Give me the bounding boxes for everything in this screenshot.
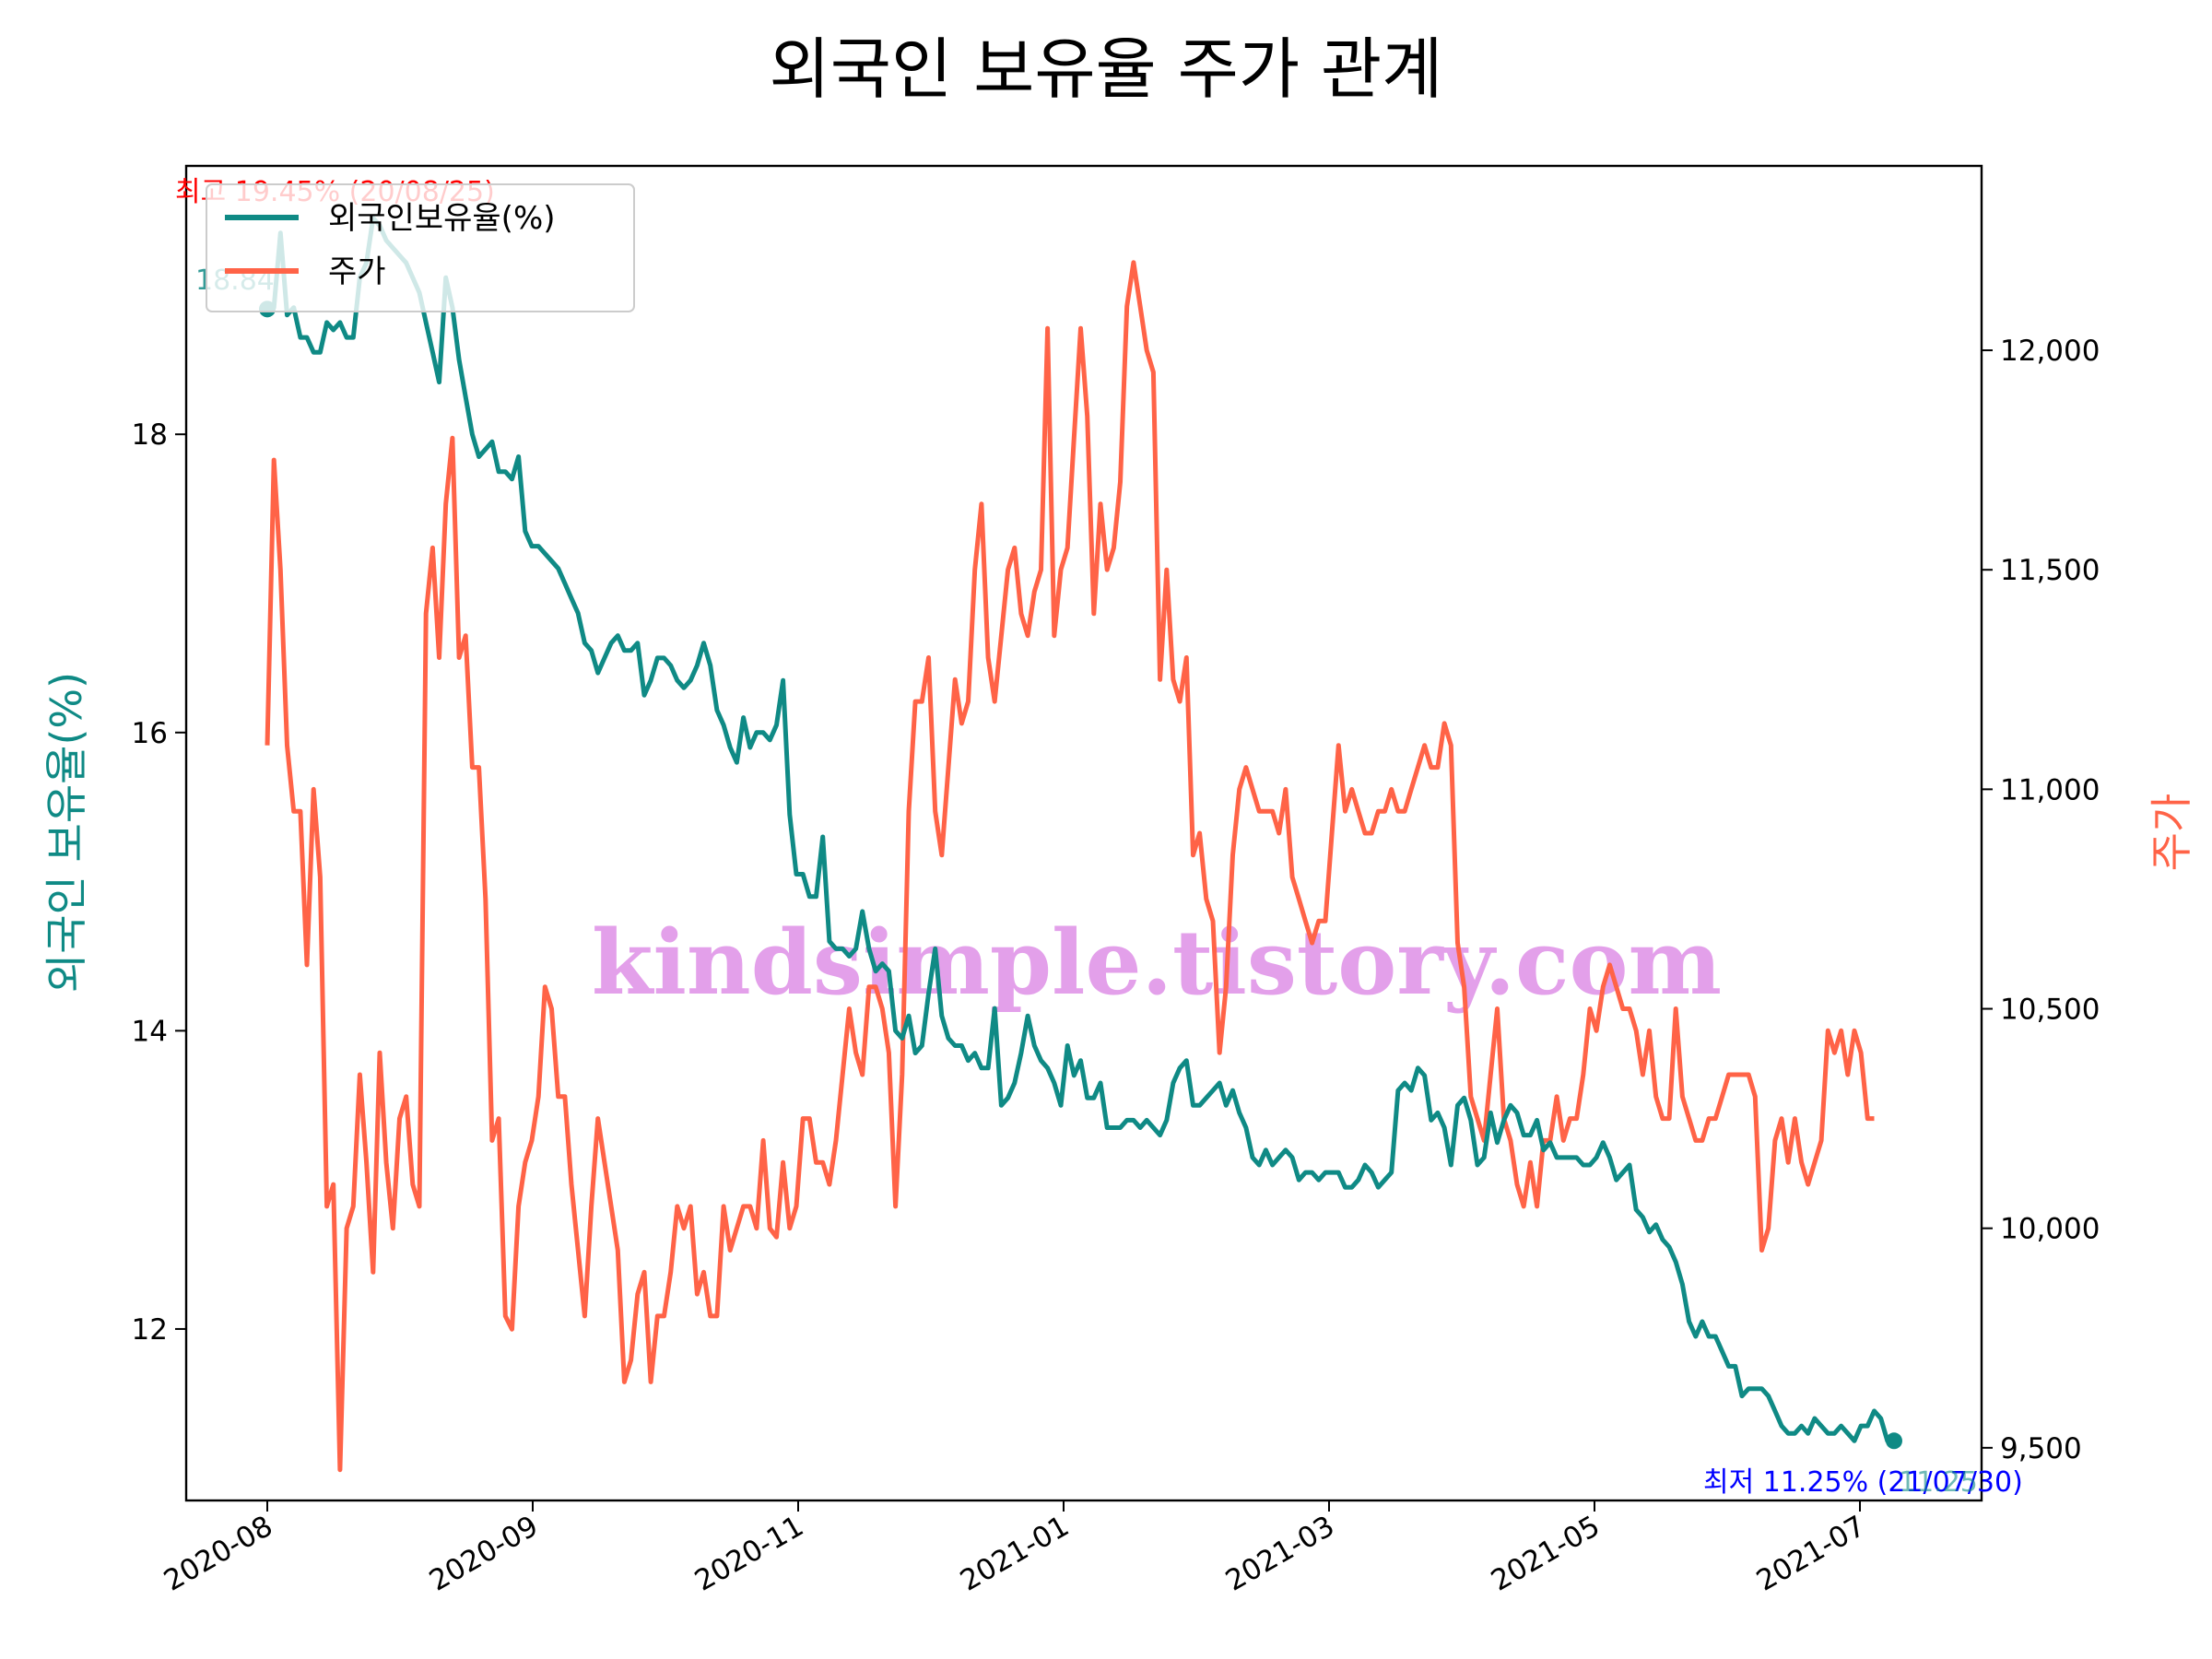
chart-title: 외국인 보유율 주가 관계 xyxy=(769,30,1442,108)
end-point-marker xyxy=(1886,1432,1902,1450)
series-line-price xyxy=(265,260,1875,1473)
y-left-tick-label: 18 xyxy=(132,418,168,452)
y-right-tick-label: 10,000 xyxy=(2000,1213,2100,1246)
y-axis-right-label: 주가 xyxy=(2147,794,2196,872)
y-right-tick-label: 9,500 xyxy=(2000,1432,2082,1465)
legend: 외국인보유율(%) 주가 xyxy=(206,183,635,312)
end-value-annotation: 11.25 xyxy=(1899,1466,1978,1499)
legend-label-foreign: 외국인보유율(%) xyxy=(328,200,556,237)
x-tick-label: 2021-07 xyxy=(1751,1510,1871,1598)
x-tick-label: 2020-09 xyxy=(424,1510,544,1598)
x-tick-label: 2021-05 xyxy=(1486,1510,1606,1598)
x-tick-label: 2020-11 xyxy=(689,1510,809,1598)
series-line-foreign xyxy=(266,216,1894,1443)
min-annotation: 최저 11.25% (21/07/30) xyxy=(1703,1466,2023,1499)
x-tick-label: 2020-08 xyxy=(159,1510,278,1598)
x-tick-label: 2021-03 xyxy=(1220,1510,1340,1598)
x-tick-label: 2021-01 xyxy=(955,1510,1075,1598)
plot-area-frame xyxy=(184,164,1983,1502)
y-right-tick-label: 11,500 xyxy=(2000,554,2100,587)
y-left-tick-label: 12 xyxy=(132,1313,168,1347)
y-right-tick-label: 11,000 xyxy=(2000,773,2100,806)
y-right-tick-label: 10,500 xyxy=(2000,994,2100,1027)
y-left-tick-label: 16 xyxy=(132,717,168,750)
y-axis-left-label: 외국인 보유율(%) xyxy=(41,672,91,993)
legend-label-price: 주가 xyxy=(328,253,386,290)
legend-box xyxy=(206,183,635,312)
watermark-text: kindsimple.tistory.com xyxy=(592,911,1722,1015)
y-right-tick-label: 12,000 xyxy=(2000,335,2100,368)
y-left-tick-label: 14 xyxy=(132,1015,168,1048)
